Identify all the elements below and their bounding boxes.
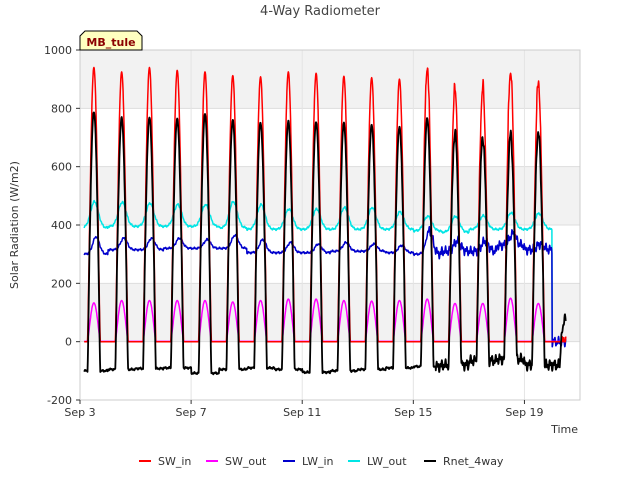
legend: SW_in SW_out LW_in LW_out Rnet_4way: [139, 455, 504, 468]
legend-label-rnet-4way: Rnet_4way: [443, 455, 504, 468]
legend-label-sw-in: SW_in: [158, 455, 191, 468]
series-line-rnet-4way: [83, 111, 567, 376]
x-tick-label: Sep 11: [283, 406, 321, 419]
band-1: [80, 283, 580, 342]
annotation-text: MB_tule: [86, 36, 135, 49]
annotation-box: [79, 30, 143, 51]
y-tick-label: 0: [65, 336, 72, 349]
legend-label-lw-in: LW_in: [302, 455, 334, 468]
legend-label-lw-out: LW_out: [367, 455, 407, 468]
series-line-lw-in: [83, 225, 567, 348]
background-bands: [80, 50, 580, 400]
site-annotation: MB_tule: [79, 30, 143, 51]
band-5: [80, 50, 580, 109]
y-tick-label: 800: [51, 102, 72, 115]
series-line-sw-in: [83, 66, 567, 343]
y-axis-label: Solar Radiation (W/m2): [8, 161, 21, 289]
y-tick-label: 600: [51, 161, 72, 174]
chart-title: 4-Way Radiometer: [260, 4, 381, 19]
y-tick-label: 200: [51, 277, 72, 290]
band-4: [80, 108, 580, 167]
x-tick-label: Sep 19: [505, 406, 543, 419]
y-tick-label: 400: [51, 219, 72, 232]
axes: -200 0 200 400 600 800 1000 Sep 3 Sep 7 Sep 11 Sep…: [44, 44, 544, 419]
y-tick-label: -200: [47, 394, 72, 407]
x-tick-label: Sep 15: [394, 406, 432, 419]
band-3: [80, 166, 580, 225]
x-tick-label: Sep 7: [175, 406, 206, 419]
y-tick-label: 1000: [44, 44, 72, 57]
x-axis-label: Time: [550, 423, 578, 436]
x-tick-label: Sep 3: [64, 406, 95, 419]
legend-label-sw-out: SW_out: [225, 455, 267, 468]
series-layer: [83, 66, 567, 376]
